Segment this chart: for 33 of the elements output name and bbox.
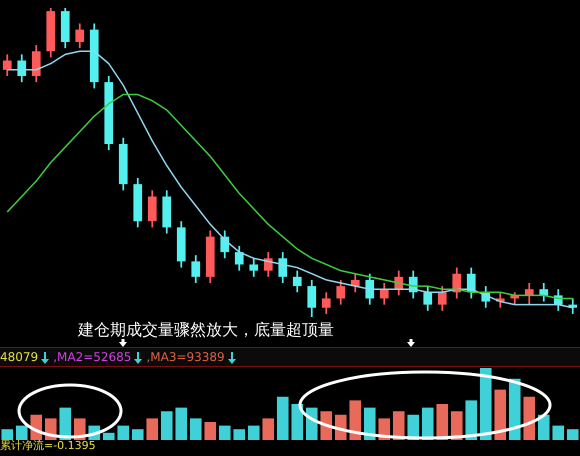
text: 48079: [0, 349, 38, 366]
bar: [465, 400, 478, 440]
bar: [538, 414, 550, 440]
bar: [291, 404, 304, 440]
bar: [566, 429, 579, 440]
bar: [160, 411, 173, 440]
text: ,MA2=52685: [53, 349, 132, 366]
bar: [276, 396, 289, 440]
bar: [1, 429, 14, 440]
bar: [422, 408, 434, 440]
text: 建仓期成交量骤然放大，底量超顶量: [78, 320, 334, 341]
bar: [132, 429, 144, 440]
bar: [16, 426, 28, 440]
bar: [218, 426, 231, 440]
bar: [552, 426, 564, 440]
bar: [102, 432, 115, 440]
bar: [59, 408, 72, 440]
bar: [248, 426, 260, 440]
bar: [523, 396, 536, 440]
bar: [190, 418, 202, 440]
bar: [494, 390, 506, 440]
text: ,MA3=93389: [146, 349, 225, 366]
bar: [175, 408, 188, 440]
bar: [146, 418, 158, 440]
bar: [349, 400, 362, 440]
bar: [262, 418, 274, 440]
bar: [204, 422, 216, 440]
bar: [480, 368, 492, 440]
bar: [233, 429, 246, 440]
bar: [117, 426, 130, 440]
annotation: 累计净流=-0.1395: [0, 439, 96, 453]
bar: [436, 404, 448, 440]
bar: [364, 408, 376, 440]
